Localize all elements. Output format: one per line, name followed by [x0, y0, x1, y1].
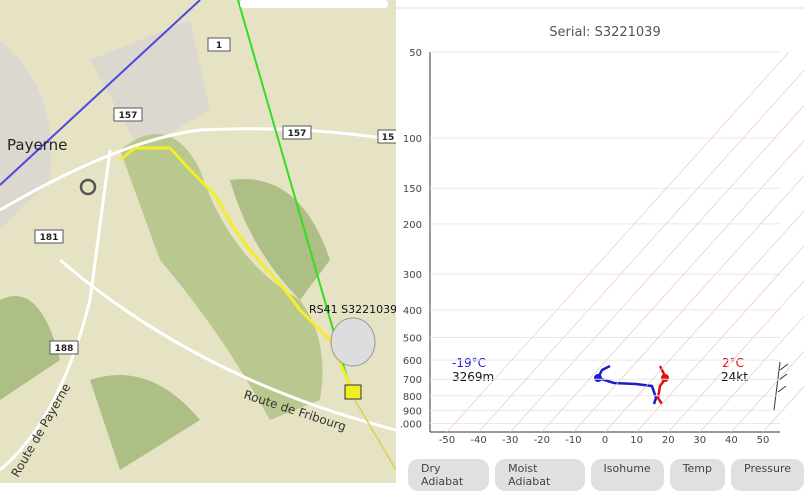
isotherm — [699, 315, 804, 433]
road-label: 157 — [119, 111, 138, 121]
map: Payerne 1 157 157 15 181 188 Route de Fr… — [0, 0, 396, 483]
forest — [120, 134, 323, 420]
road-label: 1 — [216, 41, 222, 51]
balloon-label: RS41 S3221039 — [309, 303, 396, 316]
toggle-button[interactable]: Temp — [669, 459, 726, 491]
toggle-button[interactable]: Pressure — [731, 459, 804, 491]
flight-path — [119, 146, 354, 391]
y-tick-label: 600 — [403, 356, 422, 367]
isotherm — [604, 210, 804, 433]
payload — [344, 384, 362, 400]
chart-title: Serial: S3221039 — [549, 25, 660, 40]
y-tick-label: .000 — [400, 419, 422, 430]
isotherm — [731, 350, 804, 433]
isotherm — [573, 175, 804, 433]
x-tick-label: -40 — [470, 435, 486, 446]
y-tick-label: 200 — [403, 220, 422, 231]
readout-temp: 2°C — [722, 356, 744, 370]
road-labels: 1 157 157 15 181 188 — [34, 37, 396, 355]
readout-wind: 24kt — [721, 370, 748, 384]
x-tick-label: 50 — [757, 435, 770, 446]
road — [0, 127, 396, 212]
isotherm — [478, 69, 804, 433]
town-area — [0, 20, 210, 230]
toggle-button[interactable]: Isohume — [590, 459, 664, 491]
launch-site — [79, 178, 97, 196]
road-label: 181 — [40, 233, 59, 243]
y-tick-label: 400 — [403, 306, 422, 317]
y-tick-label: 50 — [409, 48, 422, 59]
isotherm — [667, 280, 804, 433]
isotherm — [446, 51, 790, 433]
isotherm — [509, 105, 804, 433]
x-tick-label: -30 — [502, 435, 518, 446]
x-tick-label: -20 — [534, 435, 550, 446]
forest — [0, 179, 330, 470]
y-tick-label: 100 — [403, 134, 422, 145]
y-tick-label: 300 — [403, 270, 422, 281]
track-line — [237, 0, 353, 396]
road-label: 15 — [382, 133, 395, 143]
town-label: Payerne — [7, 136, 67, 154]
skewt-chart: Serial: S3221039 -19°C 3269m 2°C 24kt 50… — [396, 7, 804, 446]
x-tick-label: -10 — [565, 435, 581, 446]
dewpoint-marker — [594, 374, 602, 382]
y-tick-label: 800 — [403, 392, 422, 403]
button-bar: Dry Adiabat Moist Adiabat Isohume Temp Press… — [408, 459, 804, 491]
track-line — [0, 0, 201, 186]
readout-height: 3269m — [452, 370, 494, 384]
balloon — [330, 317, 376, 367]
x-tick-label: 30 — [693, 435, 706, 446]
road-label: 157 — [288, 129, 307, 139]
isotherm — [541, 140, 804, 433]
y-tick-label: 900 — [403, 406, 422, 417]
readout-temp: -19°C — [452, 356, 486, 370]
y-tick-label: 500 — [403, 334, 422, 345]
y-tick-label: 150 — [403, 184, 422, 195]
skewt-panel: Serial: S3221039 -19°C 3269m 2°C 24kt 50… — [396, 0, 804, 483]
road — [0, 149, 112, 472]
y-tick-label: 700 — [403, 375, 422, 386]
x-tick-label: 10 — [630, 435, 643, 446]
temp-profile — [656, 365, 668, 405]
x-tick-label: 0 — [602, 435, 608, 446]
road-label: 188 — [55, 344, 74, 354]
road — [59, 258, 396, 432]
wind-barbs — [773, 361, 789, 411]
toggle-button[interactable]: Dry Adiabat — [408, 459, 490, 491]
x-tick-label: 40 — [725, 435, 738, 446]
x-tick-label: -50 — [439, 435, 455, 446]
search-box[interactable] — [240, 0, 388, 8]
temp-marker — [661, 374, 669, 382]
track-line — [351, 394, 396, 471]
toggle-button[interactable]: Moist Adiabat — [495, 459, 585, 491]
isotherm — [636, 245, 804, 433]
x-tick-label: 20 — [662, 435, 675, 446]
